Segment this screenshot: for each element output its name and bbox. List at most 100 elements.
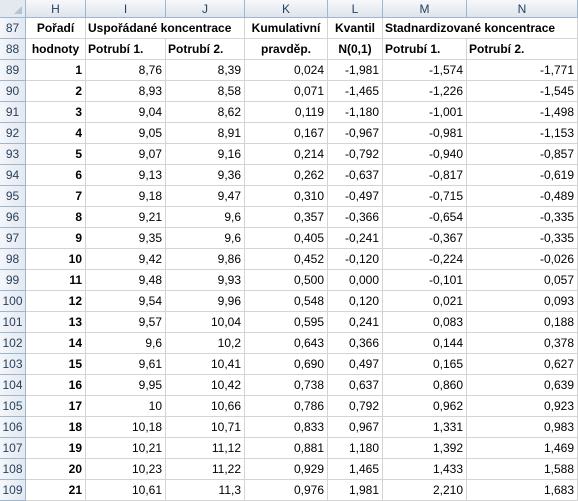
cell-k95[interactable]: 0,310 <box>245 186 328 207</box>
row-header-95[interactable]: 95 <box>0 186 26 207</box>
cell-j103[interactable]: 10,41 <box>166 354 245 375</box>
cell-k107[interactable]: 0,881 <box>245 438 328 459</box>
cell-i89[interactable]: 8,76 <box>86 60 166 81</box>
cell-n103[interactable]: 0,627 <box>467 354 578 375</box>
row-header-92[interactable]: 92 <box>0 123 26 144</box>
cell-m106[interactable]: 1,331 <box>383 417 467 438</box>
cell-l107[interactable]: 1,180 <box>328 438 383 459</box>
cell-m94[interactable]: -0,817 <box>383 165 467 186</box>
row-header-109[interactable]: 109 <box>0 480 26 501</box>
cell-l99[interactable]: 0,000 <box>328 270 383 291</box>
header-standardized-concentrations[interactable]: Stadnardizované koncentrace <box>383 18 578 39</box>
cell-l98[interactable]: -0,120 <box>328 249 383 270</box>
cell-l95[interactable]: -0,497 <box>328 186 383 207</box>
cell-j93[interactable]: 9,16 <box>166 144 245 165</box>
cell-h90[interactable]: 2 <box>26 81 86 102</box>
cell-i100[interactable]: 9,54 <box>86 291 166 312</box>
header-quantile[interactable]: Kvantil <box>328 18 383 39</box>
cell-l93[interactable]: -0,792 <box>328 144 383 165</box>
row-header-90[interactable]: 90 <box>0 81 26 102</box>
cell-j95[interactable]: 9,47 <box>166 186 245 207</box>
cell-i96[interactable]: 9,21 <box>86 207 166 228</box>
cell-m95[interactable]: -0,715 <box>383 186 467 207</box>
cell-h93[interactable]: 5 <box>26 144 86 165</box>
cell-j99[interactable]: 9,93 <box>166 270 245 291</box>
row-header-91[interactable]: 91 <box>0 102 26 123</box>
cell-i105[interactable]: 10 <box>86 396 166 417</box>
cell-m109[interactable]: 2,210 <box>383 480 467 501</box>
cell-n96[interactable]: -0,335 <box>467 207 578 228</box>
cell-m100[interactable]: 0,021 <box>383 291 467 312</box>
cell-m92[interactable]: -0,981 <box>383 123 467 144</box>
cell-j94[interactable]: 9,36 <box>166 165 245 186</box>
cell-h104[interactable]: 16 <box>26 375 86 396</box>
cell-n97[interactable]: -0,335 <box>467 228 578 249</box>
cell-n104[interactable]: 0,639 <box>467 375 578 396</box>
cell-k101[interactable]: 0,595 <box>245 312 328 333</box>
cell-m103[interactable]: 0,165 <box>383 354 467 375</box>
cell-l96[interactable]: -0,366 <box>328 207 383 228</box>
cell-k94[interactable]: 0,262 <box>245 165 328 186</box>
cell-m102[interactable]: 0,144 <box>383 333 467 354</box>
cell-h109[interactable]: 21 <box>26 480 86 501</box>
cell-k105[interactable]: 0,786 <box>245 396 328 417</box>
cell-l97[interactable]: -0,241 <box>328 228 383 249</box>
cell-m105[interactable]: 0,962 <box>383 396 467 417</box>
cell-n90[interactable]: -1,545 <box>467 81 578 102</box>
cell-n102[interactable]: 0,378 <box>467 333 578 354</box>
cell-i90[interactable]: 8,93 <box>86 81 166 102</box>
header-probability[interactable]: pravděp. <box>245 39 328 60</box>
cell-i93[interactable]: 9,07 <box>86 144 166 165</box>
cell-j109[interactable]: 11,3 <box>166 480 245 501</box>
cell-k109[interactable]: 0,976 <box>245 480 328 501</box>
row-header-93[interactable]: 93 <box>0 144 26 165</box>
cell-i95[interactable]: 9,18 <box>86 186 166 207</box>
row-header-103[interactable]: 103 <box>0 354 26 375</box>
row-header-98[interactable]: 98 <box>0 249 26 270</box>
cell-m90[interactable]: -1,226 <box>383 81 467 102</box>
cell-i108[interactable]: 10,23 <box>86 459 166 480</box>
cell-h89[interactable]: 1 <box>26 60 86 81</box>
cell-h105[interactable]: 17 <box>26 396 86 417</box>
cell-k108[interactable]: 0,929 <box>245 459 328 480</box>
cell-n108[interactable]: 1,588 <box>467 459 578 480</box>
cell-h101[interactable]: 13 <box>26 312 86 333</box>
cell-i102[interactable]: 9,6 <box>86 333 166 354</box>
cell-j106[interactable]: 10,71 <box>166 417 245 438</box>
header-rank[interactable]: Pořadí <box>26 18 86 39</box>
cell-h92[interactable]: 4 <box>26 123 86 144</box>
row-header-87[interactable]: 87 <box>0 18 26 39</box>
cell-i94[interactable]: 9,13 <box>86 165 166 186</box>
cell-n98[interactable]: -0,026 <box>467 249 578 270</box>
cell-i99[interactable]: 9,48 <box>86 270 166 291</box>
select-all-button[interactable] <box>0 0 26 18</box>
cell-j107[interactable]: 11,12 <box>166 438 245 459</box>
cell-n105[interactable]: 0,923 <box>467 396 578 417</box>
cell-i101[interactable]: 9,57 <box>86 312 166 333</box>
cell-j108[interactable]: 11,22 <box>166 459 245 480</box>
cell-l90[interactable]: -1,465 <box>328 81 383 102</box>
cell-l102[interactable]: 0,366 <box>328 333 383 354</box>
cell-m97[interactable]: -0,367 <box>383 228 467 249</box>
cell-n92[interactable]: -1,153 <box>467 123 578 144</box>
header-sorted-concentrations[interactable]: Uspořádané koncentrace <box>86 18 245 39</box>
cell-h108[interactable]: 20 <box>26 459 86 480</box>
cell-h91[interactable]: 3 <box>26 102 86 123</box>
cell-n95[interactable]: -0,489 <box>467 186 578 207</box>
cell-k92[interactable]: 0,167 <box>245 123 328 144</box>
cell-i109[interactable]: 10,61 <box>86 480 166 501</box>
header-pipe2-std[interactable]: Potrubí 2. <box>467 39 578 60</box>
cell-m89[interactable]: -1,574 <box>383 60 467 81</box>
cell-l106[interactable]: 0,967 <box>328 417 383 438</box>
cell-k90[interactable]: 0,071 <box>245 81 328 102</box>
cell-h102[interactable]: 14 <box>26 333 86 354</box>
cell-k100[interactable]: 0,548 <box>245 291 328 312</box>
header-cumulative[interactable]: Kumulativní <box>245 18 328 39</box>
cell-n94[interactable]: -0,619 <box>467 165 578 186</box>
cell-m98[interactable]: -0,224 <box>383 249 467 270</box>
cell-n106[interactable]: 0,983 <box>467 417 578 438</box>
row-header-97[interactable]: 97 <box>0 228 26 249</box>
cell-i98[interactable]: 9,42 <box>86 249 166 270</box>
cell-h94[interactable]: 6 <box>26 165 86 186</box>
cell-i91[interactable]: 9,04 <box>86 102 166 123</box>
